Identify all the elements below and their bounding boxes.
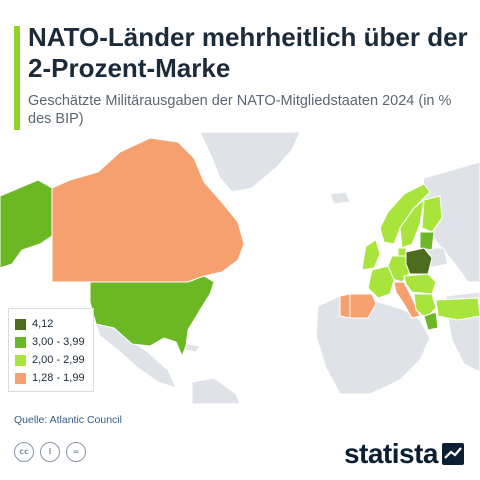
legend-item: 3,00 - 3,99 (15, 333, 85, 351)
country-usa (89, 275, 215, 358)
accent-bar (14, 26, 20, 130)
legend-swatch (15, 354, 26, 366)
legend-item: 2,00 - 2,99 (15, 351, 85, 369)
legend-label: 3,00 - 3,99 (32, 336, 85, 348)
country-portugal (339, 293, 351, 319)
legend-swatch (15, 336, 26, 348)
country-baltics (419, 231, 435, 251)
cc-icon[interactable]: cc (14, 442, 34, 462)
russia-asia (419, 161, 480, 283)
legend-item: 4,12 (15, 315, 85, 333)
legend-swatch (15, 318, 26, 330)
country-uk (361, 239, 381, 271)
legend-label: 2,00 - 2,99 (32, 354, 85, 366)
country-greece (423, 311, 439, 331)
chart-subtitle: Geschätzte Militärausgaben der NATO-Mitg… (28, 93, 452, 127)
iceland (329, 191, 351, 205)
world-map (0, 132, 480, 404)
license-icons: cc i = (14, 442, 86, 462)
legend-label: 1,28 - 1,99 (32, 372, 85, 384)
legend-swatch (15, 372, 26, 384)
country-balkans (413, 293, 437, 319)
chart-title: NATO-Länder mehrheitlich über der 2-Proz… (28, 22, 468, 83)
source-link[interactable]: Quelle: Atlantic Council (14, 414, 122, 426)
country-norway (379, 183, 431, 245)
south-america (191, 377, 241, 404)
statista-logo-icon (442, 443, 464, 465)
logo-text: statista (343, 438, 439, 469)
nd-icon[interactable]: = (66, 442, 86, 462)
country-alaska (0, 179, 53, 269)
country-finland (421, 195, 443, 233)
legend: 4,12 3,00 - 3,99 2,00 - 2,99 1,28 - 1,99 (8, 308, 94, 392)
country-turkey (435, 297, 480, 321)
legend-item: 1,28 - 1,99 (15, 369, 85, 387)
greenland (199, 132, 301, 193)
legend-label: 4,12 (32, 318, 54, 330)
country-france (367, 265, 395, 299)
by-icon[interactable]: i (40, 442, 60, 462)
statista-logo[interactable]: statista (344, 438, 464, 470)
country-denmark (397, 247, 407, 257)
country-italy (393, 281, 421, 319)
